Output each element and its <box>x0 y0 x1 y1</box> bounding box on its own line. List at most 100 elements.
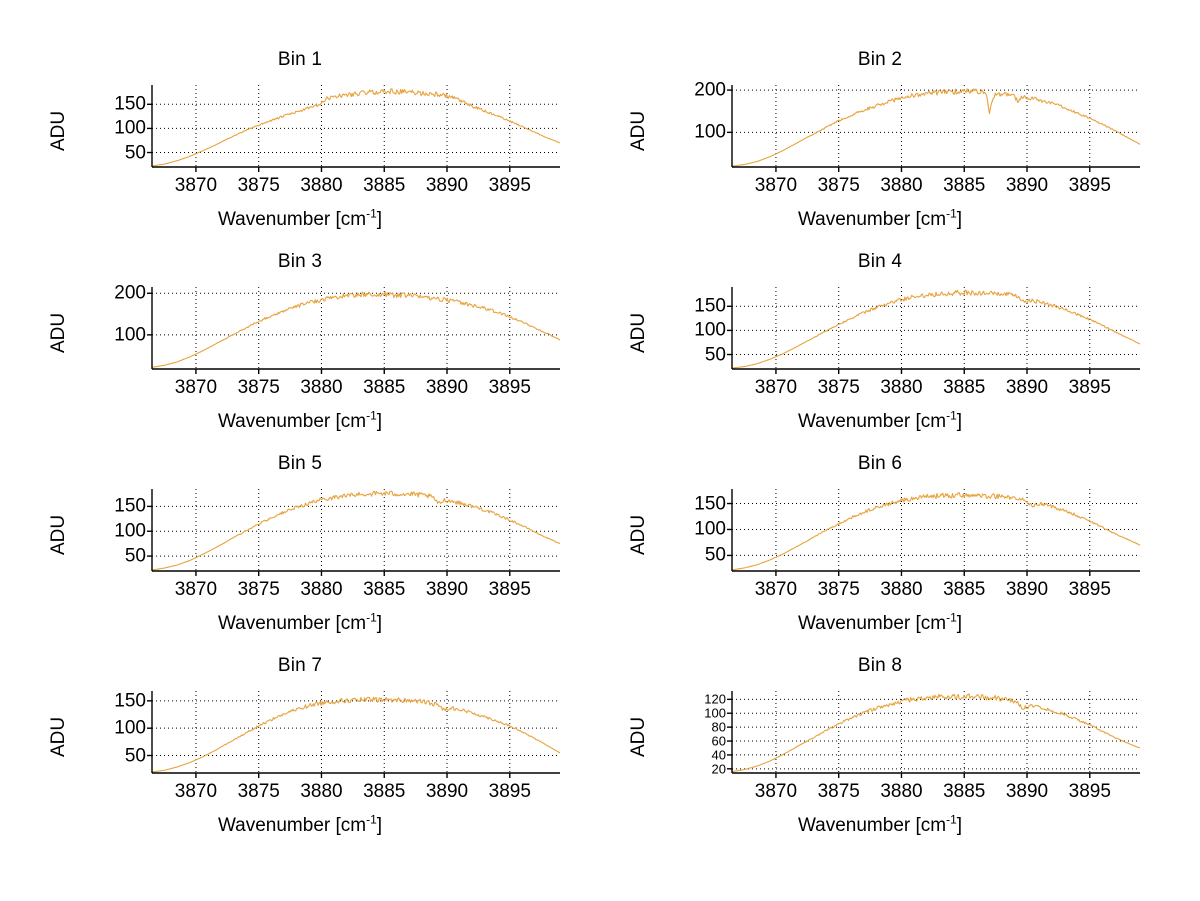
x-axis-label-bracket: ] <box>376 411 383 432</box>
y-tick-label: 100 <box>694 518 726 540</box>
x-tick-label: 3885 <box>363 377 406 398</box>
x-tick-label: 3875 <box>817 377 860 398</box>
x-tick-label: 3875 <box>237 377 280 398</box>
y-tick-labels: 50 100 150 <box>662 449 726 674</box>
x-axis-label-text: Wavenumber [cm <box>797 815 947 836</box>
x-tick-label: 3870 <box>754 781 798 802</box>
x-axis-label: Wavenumber [cm-1] <box>580 612 1180 635</box>
plot-area <box>727 85 1141 172</box>
x-tick-label: 3890 <box>425 781 469 802</box>
x-axis-label-text: Wavenumber [cm <box>797 209 947 230</box>
x-tick-label: 3880 <box>880 175 923 196</box>
x-axis-label-exponent: -1 <box>366 408 377 423</box>
y-tick-label: 150 <box>114 93 146 115</box>
x-tick-label: 3890 <box>425 175 469 196</box>
x-tick-label: 3875 <box>817 175 860 196</box>
y-tick-label: 50 <box>704 344 726 366</box>
x-tick-label: 3875 <box>237 579 280 600</box>
x-tick-label: 3875 <box>237 175 280 196</box>
y-tick-label: 150 <box>694 295 726 317</box>
x-axis-label-text: Wavenumber [cm <box>797 411 947 432</box>
x-tick-label: 3875 <box>817 781 860 802</box>
subplot-panel: Bin 1 ADU 50 100 150 3870 3875 3880 3885 3890 3895… <box>0 45 600 270</box>
plot-container <box>0 651 600 876</box>
x-axis-label-bracket: ] <box>956 411 963 432</box>
x-axis-label-text: Wavenumber [cm <box>217 613 367 634</box>
x-axis-label-exponent: -1 <box>946 408 957 423</box>
x-tick-label: 3890 <box>1005 579 1049 600</box>
x-tick-label: 3870 <box>754 579 798 600</box>
y-tick-labels: 20 40 60 80 100 120 <box>662 651 726 876</box>
panel-title: Bin 5 <box>277 453 323 474</box>
y-tick-labels: 100 200 <box>82 247 146 472</box>
y-tick-label: 20 <box>711 761 726 777</box>
y-tick-label: 100 <box>114 520 146 542</box>
y-tick-label: 100 <box>694 121 726 143</box>
y-tick-labels: 50 100 150 <box>82 45 146 270</box>
plot-area <box>727 489 1141 576</box>
plot-area <box>727 287 1141 374</box>
y-tick-label: 100 <box>694 319 726 341</box>
x-axis-label: Wavenumber [cm-1] <box>580 814 1180 837</box>
x-tick-label: 3895 <box>1068 579 1111 600</box>
x-axis-label: Wavenumber [cm-1] <box>0 208 600 231</box>
x-tick-label: 3870 <box>174 579 218 600</box>
panel-title: Bin 1 <box>277 49 323 70</box>
y-tick-label: 100 <box>704 705 726 721</box>
plot-area <box>147 489 561 576</box>
x-tick-label: 3895 <box>488 377 531 398</box>
y-tick-label: 50 <box>124 745 146 766</box>
panel-title: Bin 4 <box>857 251 903 272</box>
x-tick-label: 3885 <box>363 781 406 802</box>
x-tick-label: 3880 <box>880 579 923 600</box>
panel-title: Bin 7 <box>277 655 323 676</box>
spectrum-line <box>731 693 1141 773</box>
panel-title: Bin 2 <box>857 49 903 70</box>
y-tick-label: 100 <box>114 117 146 139</box>
panel-title: Bin 6 <box>857 453 903 474</box>
plot-container <box>580 45 1180 270</box>
subplot-panel: Bin 6 ADU 50 100 150 3870 3875 3880 3885 3890 3895… <box>580 449 1180 674</box>
spectrum-line <box>151 291 561 368</box>
spectrum-line <box>731 88 1141 167</box>
y-tick-label: 60 <box>711 733 726 749</box>
x-tick-label: 3885 <box>363 175 406 196</box>
y-tick-labels: 100 200 <box>662 45 726 270</box>
x-axis-label-text: Wavenumber [cm <box>217 411 367 432</box>
x-axis-label-bracket: ] <box>376 613 383 634</box>
y-tick-labels: 50 100 150 <box>82 651 146 876</box>
plot-container <box>580 651 1180 876</box>
y-tick-label: 80 <box>711 719 726 735</box>
y-tick-label: 200 <box>114 282 146 304</box>
x-axis-label-text: Wavenumber [cm <box>797 613 947 634</box>
spectrum-line <box>151 88 561 167</box>
x-tick-label: 3895 <box>488 175 531 196</box>
x-tick-label: 3890 <box>425 377 469 398</box>
x-tick-label: 3880 <box>300 579 343 600</box>
y-tick-label: 150 <box>114 495 146 517</box>
x-axis-label-exponent: -1 <box>946 206 957 221</box>
plot-container <box>0 45 600 270</box>
y-tick-label: 40 <box>711 747 726 763</box>
y-tick-label: 100 <box>114 324 146 346</box>
x-tick-label: 3885 <box>363 579 406 600</box>
x-tick-label: 3870 <box>754 377 798 398</box>
x-axis-label-bracket: ] <box>956 613 963 634</box>
y-tick-label: 150 <box>114 690 146 712</box>
x-tick-label: 3875 <box>817 579 860 600</box>
x-tick-label: 3895 <box>488 579 531 600</box>
x-tick-label: 3870 <box>174 377 218 398</box>
x-tick-label: 3880 <box>880 781 923 802</box>
subplot-panel: Bin 3 ADU 100 200 3870 3875 3880 3885 3890 3895 Wa… <box>0 247 600 472</box>
x-axis-label-exponent: -1 <box>366 610 377 625</box>
subplot-panel: Bin 5 ADU 50 100 150 3870 3875 3880 3885 3890 3895… <box>0 449 600 674</box>
plot-area <box>727 691 1141 778</box>
x-tick-label: 3870 <box>754 175 798 196</box>
x-tick-label: 3880 <box>300 781 343 802</box>
subplot-panel: Bin 2 ADU 100 200 3870 3875 3880 3885 3890 3895 Wa… <box>580 45 1180 270</box>
spectrum-line <box>731 492 1141 571</box>
x-axis-label: Wavenumber [cm-1] <box>0 610 600 635</box>
x-axis-label-bracket: ] <box>376 815 383 836</box>
x-tick-label: 3895 <box>1068 781 1111 802</box>
